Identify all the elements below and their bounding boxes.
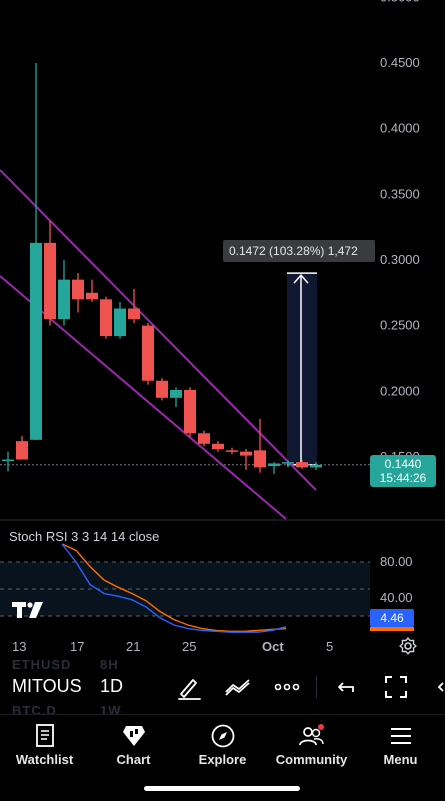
- tradingview-logo: [12, 602, 44, 625]
- stoch-tick-label: 80.00: [380, 554, 413, 569]
- nav-community[interactable]: Community: [267, 723, 356, 767]
- candle-body: [240, 451, 252, 456]
- candle-body: [254, 450, 266, 468]
- undo-icon[interactable]: [334, 672, 358, 707]
- candle-body: [100, 299, 112, 337]
- candle-body: [226, 450, 238, 452]
- candle-body: [296, 462, 308, 468]
- last-price-tag: 0.1440 15:44:26: [370, 455, 436, 487]
- community-icon: [298, 724, 324, 746]
- nav-menu[interactable]: Menu: [356, 723, 445, 767]
- ghost-symbol-ethusd: ETHUSD: [12, 657, 72, 672]
- candle-body: [156, 380, 168, 398]
- channel-lower-line: [0, 275, 287, 520]
- price-tick-label: 0.2000: [380, 383, 420, 398]
- settings-gear-icon[interactable]: [399, 637, 417, 660]
- hamburger-menu-icon: [390, 728, 411, 744]
- nav-community-label: Community: [275, 752, 348, 767]
- candle-body: [268, 463, 280, 467]
- candle-body: [170, 389, 182, 398]
- date-tick-label: 13: [12, 639, 26, 654]
- stoch-d-badge: [370, 627, 414, 631]
- date-tick-label: 5: [326, 639, 333, 654]
- candle-body: [58, 279, 70, 320]
- fullscreen-icon[interactable]: [382, 672, 410, 707]
- price-tick-label: 0.4500: [380, 55, 420, 70]
- toolbar-divider: [316, 676, 317, 698]
- candle-body: [16, 441, 28, 460]
- candle-body: [114, 308, 126, 337]
- interval-selector[interactable]: 1D: [100, 676, 124, 696]
- candle-body: [44, 242, 56, 320]
- nav-menu-label: Menu: [383, 752, 418, 767]
- price-tick-label: 0.4000: [380, 121, 420, 136]
- trend-line-tool-icon[interactable]: [223, 672, 253, 707]
- price-tick-label: 0.3500: [380, 186, 420, 201]
- nav-explore-label: Explore: [198, 752, 247, 767]
- stoch-tick-label: 40.00: [380, 590, 413, 605]
- measure-label: 0.1472 (103.28%) 1,472: [223, 240, 375, 262]
- nav-chart-label: Chart: [116, 752, 151, 767]
- candle-body: [128, 308, 140, 320]
- nav-watchlist[interactable]: Watchlist: [0, 723, 89, 767]
- compass-icon: [211, 724, 234, 748]
- nav-explore[interactable]: Explore: [178, 723, 267, 767]
- price-tick-label: 0.2500: [380, 318, 420, 333]
- redo-icon[interactable]: [436, 672, 445, 707]
- candle-body: [282, 462, 294, 464]
- price-tick-label: 0.3000: [380, 252, 420, 267]
- stoch-k-badge: 4.46: [370, 609, 414, 627]
- candle-body: [86, 292, 98, 300]
- nav-watchlist-label: Watchlist: [15, 752, 74, 767]
- candle-body: [72, 279, 84, 300]
- date-tick-label: Oct: [262, 639, 284, 654]
- date-tick-label: 21: [126, 639, 140, 654]
- date-tick-label: 17: [70, 639, 84, 654]
- more-options-icon[interactable]: [273, 672, 301, 707]
- stoch-rsi-legend[interactable]: Stoch RSI 3 3 14 14 close: [9, 529, 160, 544]
- symbol-selector[interactable]: MITOUS: [12, 676, 82, 696]
- candle-body: [212, 443, 224, 450]
- bar-countdown: 15:44:26: [379, 471, 427, 485]
- drawing-brush-icon[interactable]: [176, 672, 202, 707]
- candle-body: [142, 325, 154, 381]
- channel-upper-line: [0, 169, 317, 491]
- nav-chart[interactable]: Chart: [89, 723, 178, 767]
- candle-body: [184, 389, 196, 434]
- measure-arrow-head: [293, 273, 309, 284]
- ghost-interval-8h: 8H: [100, 657, 119, 672]
- stoch-k-line: [61, 543, 287, 633]
- measure-range-box: [287, 273, 317, 465]
- date-tick-label: 25: [182, 639, 196, 654]
- candle-body: [198, 433, 210, 444]
- stoch-d-line: [61, 543, 287, 632]
- last-price: 0.1440: [384, 457, 422, 471]
- candle-body: [310, 464, 322, 468]
- home-indicator: [144, 786, 300, 791]
- chart-icon: [122, 726, 145, 746]
- candle-body: [2, 459, 14, 462]
- chart-toolbar: [0, 662, 445, 714]
- candle-body: [30, 242, 42, 440]
- watchlist-icon: [35, 724, 54, 747]
